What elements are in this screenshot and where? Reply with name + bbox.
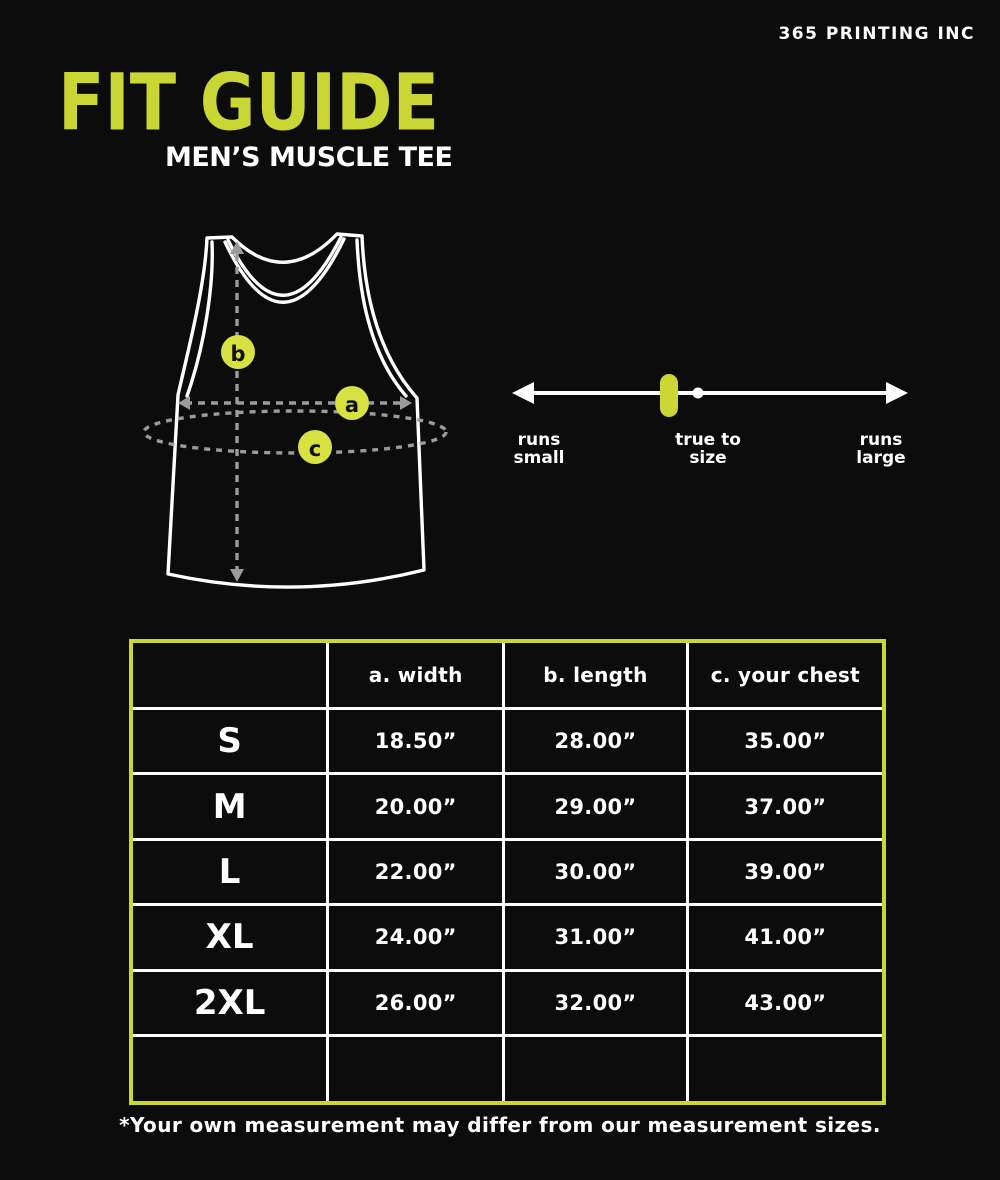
scale-label-true-to-size: true to size [675,430,741,469]
length-cell: 31.00” [502,903,689,972]
chest-measure-ellipse [142,409,448,455]
table-row-s: S 18.50” 28.00” 35.00” [133,706,882,776]
table-row-2xl: 2XL 26.00” 32.00” 43.00” [133,968,882,1038]
size-cell: 2XL [133,968,330,1038]
width-cell: 26.00” [326,968,506,1038]
column-header-width: a. width [326,643,506,710]
fit-scale [512,374,908,417]
size-cell [133,1034,330,1101]
length-cell: 29.00” [502,772,689,841]
table-row-m: M 20.00” 29.00” 37.00” [133,772,882,841]
page-title: FIT GUIDE [58,58,440,149]
right-armhole-seam [355,238,408,398]
length-arrow-down [230,569,244,582]
size-cell: XL [133,903,330,972]
size-cell: L [133,837,330,907]
muscle-tee-diagram: b a c [142,232,448,589]
collar-rib-line-2 [223,237,346,304]
column-header-size [133,643,330,710]
size-cell: S [133,706,330,776]
chest-cell: 39.00” [685,837,882,907]
length-cell: 28.00” [502,706,689,776]
column-header-chest: c. your chest [685,643,882,710]
width-arrow-right [400,396,412,410]
chest-cell: 43.00” [685,968,882,1038]
table-row-l: L 22.00” 30.00” 39.00” [133,837,882,907]
size-chart-header-row: a. width b. length c. your chest [133,643,882,710]
left-armhole-seam [185,240,214,398]
length-cell: 32.00” [502,968,689,1038]
marker-badges: b a c [221,335,369,464]
marker-a-letter: a [345,393,359,417]
page-subtitle: MEN’S MUSCLE TEE [165,142,453,173]
width-cell: 20.00” [326,772,506,841]
chest-cell: 41.00” [685,903,882,972]
marker-c-letter: c [309,437,321,461]
width-cell: 24.00” [326,903,506,972]
fit-indicator-pill [660,374,678,417]
measure-arrowheads [178,241,412,582]
size-cell: M [133,772,330,841]
chest-cell: 37.00” [685,772,882,841]
scale-label-runs-small: runs small [513,430,565,469]
width-arrow-left [178,396,190,410]
size-chart-frame: a. width b. length c. your chest S 18.50… [129,639,886,1105]
table-row-xl: XL 24.00” 31.00” 41.00” [133,903,882,972]
width-cell [326,1034,506,1101]
marker-a-circle [335,386,369,420]
chest-cell: 35.00” [685,706,882,776]
length-cell [502,1034,689,1101]
table-row-empty [133,1034,882,1101]
width-cell: 22.00” [326,837,506,907]
brand-text: 365 PRINTING INC [778,24,975,44]
measurement-disclaimer: *Your own measurement may differ from ou… [119,1113,881,1137]
marker-b-circle [221,335,255,369]
fit-scale-arrow-left [512,382,534,404]
size-chart-table: a. width b. length c. your chest S 18.50… [133,643,882,1101]
length-cell: 30.00” [502,837,689,907]
fit-scale-arrow-right [886,382,908,404]
width-cell: 18.50” [326,706,506,776]
column-header-length: b. length [502,643,689,710]
fit-scale-dot [692,387,704,399]
chest-cell [685,1034,882,1101]
collar-rib-line-1 [226,235,343,297]
scale-label-runs-large: runs large [856,430,906,469]
length-arrow-up [230,241,244,254]
marker-c-circle [298,430,332,464]
tank-top-outline [166,232,426,589]
marker-b-letter: b [230,342,245,366]
